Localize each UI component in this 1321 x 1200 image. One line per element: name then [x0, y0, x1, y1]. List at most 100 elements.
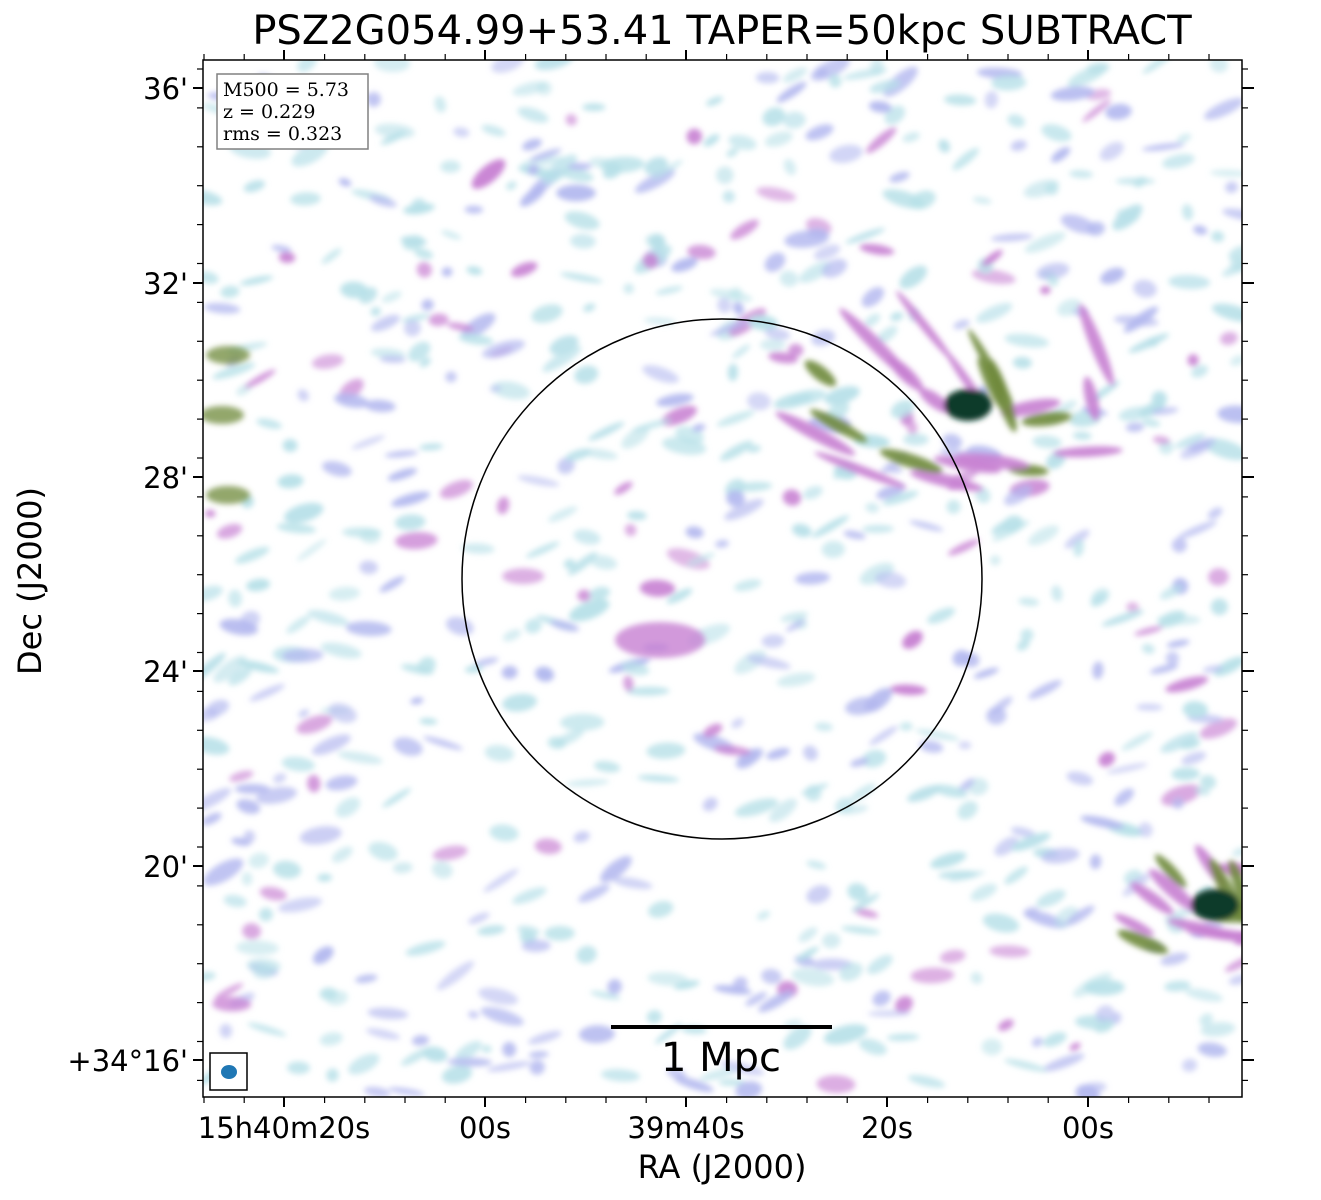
artefact-streak: [879, 448, 943, 474]
noise-blob: [525, 541, 560, 558]
noise-blob: [886, 1033, 920, 1041]
noise-blob: [927, 607, 956, 624]
noise-blob: [868, 101, 892, 113]
noise-blob: [1164, 980, 1191, 992]
noise-blob: [1045, 182, 1059, 196]
noise-blob: [726, 490, 745, 507]
noise-blob: [647, 972, 689, 986]
noise-blob: [246, 578, 271, 592]
noise-blob: [525, 618, 542, 634]
noise-blob: [686, 552, 716, 567]
noise-blob: [481, 339, 526, 359]
noise-blob: [673, 980, 700, 990]
noise-blob: [642, 252, 659, 269]
noise-blob: [782, 67, 808, 83]
noise-blob: [393, 737, 423, 756]
noise-blob: [203, 736, 230, 755]
noise-blob: [563, 558, 576, 570]
noise-blob: [204, 509, 216, 518]
noise-blob: [326, 1068, 339, 1082]
noise-blob: [423, 736, 463, 750]
noise-blob: [496, 496, 510, 515]
noise-blob: [745, 991, 767, 1007]
noise-blob: [730, 219, 759, 240]
noise-blob: [990, 233, 1033, 242]
noise-blob: [441, 230, 462, 240]
noise-blob: [976, 302, 1013, 323]
noise-blob: [903, 433, 929, 446]
noise-blob: [1042, 1032, 1067, 1047]
noise-blob: [889, 171, 910, 183]
noise-blob: [419, 357, 431, 368]
axis-ticks: [193, 50, 1254, 1107]
noise-blob: [703, 134, 720, 147]
noise-blob: [246, 958, 281, 973]
noise-blob: [989, 555, 1001, 566]
noise-blob: [481, 124, 506, 137]
noise-blob: [220, 285, 240, 298]
noise-blob: [648, 901, 674, 918]
noise-blob: [1004, 333, 1049, 348]
noise-blob: [732, 344, 751, 359]
noise-blob: [404, 319, 421, 337]
noise-blob: [382, 788, 412, 808]
noise-blob: [861, 287, 885, 308]
noise-blob: [687, 244, 716, 260]
noise-blob: [379, 576, 405, 593]
noise-blob: [502, 1041, 517, 1058]
noise-blob: [651, 159, 683, 180]
noise-blob: [307, 774, 321, 793]
noise-blob: [453, 127, 470, 138]
noise-blob: [685, 526, 704, 539]
noise-blob: [662, 437, 707, 455]
noise-blob: [1091, 588, 1110, 605]
noise-blob: [705, 96, 724, 107]
noise-blob: [810, 958, 853, 971]
diffuse-patch: [615, 622, 705, 658]
noise-blob: [1159, 584, 1184, 600]
artefact-streak: [896, 290, 953, 360]
noise-blob: [1089, 854, 1102, 870]
noise-blob: [337, 751, 383, 764]
y-tick-label: 20': [143, 850, 188, 884]
noise-blob: [637, 774, 680, 783]
noise-blob: [359, 560, 378, 575]
noise-blob: [899, 722, 913, 731]
noise-blob: [1134, 625, 1163, 636]
noise-blob: [1080, 815, 1125, 829]
noise-blob: [1165, 651, 1180, 666]
noise-blob: [534, 666, 555, 682]
noise-blob: [1195, 787, 1210, 796]
noise-blob: [858, 1038, 887, 1056]
noise-blob: [512, 887, 547, 905]
noise-blob: [458, 333, 494, 345]
noise-blob: [1121, 731, 1153, 751]
noise-blob: [203, 190, 223, 206]
noise-blob: [806, 885, 831, 904]
noise-blob: [666, 548, 710, 570]
noise-blob: [228, 589, 243, 608]
noise-blob: [847, 883, 868, 901]
noise-blob: [829, 144, 863, 164]
noise-blob: [768, 351, 798, 364]
noise-blob: [1204, 97, 1242, 120]
noise-blob: [391, 491, 431, 507]
noise-blob: [588, 421, 625, 441]
noise-blob: [646, 742, 686, 759]
noise-blob: [729, 287, 743, 300]
noise-blob: [281, 648, 324, 663]
noise-blob: [239, 275, 274, 286]
noise-blob: [1222, 257, 1242, 277]
noise-blob: [477, 925, 506, 936]
artefact-streak: [839, 308, 914, 383]
noise-blob: [388, 1087, 425, 1096]
noise-blob: [577, 589, 592, 602]
noise-blob: [203, 788, 232, 813]
noise-blob: [1028, 680, 1062, 700]
noise-blob: [1141, 418, 1161, 427]
noise-blob: [1213, 656, 1242, 677]
noise-blob: [1149, 664, 1179, 674]
noise-blob: [947, 539, 980, 556]
noise-blob: [502, 693, 538, 712]
noise-blob: [338, 178, 352, 187]
